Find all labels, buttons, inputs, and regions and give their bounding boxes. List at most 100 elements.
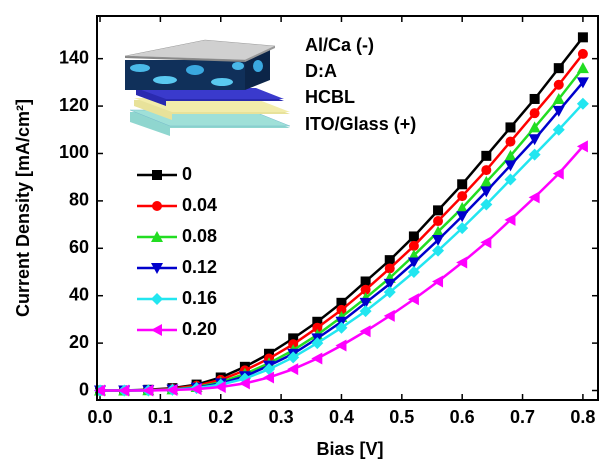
y-tick-label: 60 — [69, 237, 89, 257]
marker — [576, 62, 589, 74]
marker — [383, 286, 396, 299]
marker — [118, 384, 130, 397]
marker — [553, 79, 564, 90]
marker — [360, 284, 371, 295]
marker — [576, 140, 588, 153]
marker — [456, 222, 469, 235]
marker — [456, 211, 469, 223]
marker — [480, 198, 493, 211]
marker — [552, 167, 564, 180]
marker — [505, 136, 516, 147]
marker — [190, 383, 202, 396]
legend-marker — [151, 263, 163, 274]
plot-frame — [96, 15, 599, 401]
legend-label: 0.20 — [182, 319, 217, 339]
legend-marker — [152, 170, 162, 180]
marker — [360, 276, 371, 287]
y-tick-label: 100 — [59, 142, 89, 162]
marker — [263, 371, 275, 384]
marker — [577, 48, 588, 59]
marker — [504, 173, 517, 186]
legend-label: 0.12 — [182, 257, 217, 277]
y-tick-label: 40 — [69, 284, 89, 304]
marker — [457, 191, 468, 202]
marker — [166, 384, 178, 397]
marker — [432, 225, 445, 237]
marker — [528, 121, 541, 133]
marker — [359, 305, 372, 318]
x-tick-label: 0.1 — [148, 407, 173, 427]
annotation: D:A — [305, 61, 337, 81]
y-tick-label: 0 — [79, 379, 89, 399]
marker — [504, 213, 516, 226]
marker — [335, 339, 347, 352]
marker — [433, 205, 444, 216]
marker — [457, 179, 468, 190]
legend-marker — [151, 231, 163, 242]
y-axis-title: Current Density [mA/cm²] — [13, 99, 33, 317]
marker — [287, 363, 299, 376]
marker — [383, 278, 396, 290]
marker — [481, 150, 492, 161]
marker — [576, 77, 589, 89]
marker — [432, 235, 445, 246]
marker — [456, 202, 469, 213]
y-tick-label: 80 — [69, 190, 89, 210]
marker — [407, 293, 419, 306]
legend-label: 0.08 — [182, 226, 217, 246]
x-tick-label: 0.8 — [570, 407, 595, 427]
marker — [336, 297, 347, 308]
marker — [480, 175, 493, 187]
annotation: HCBL — [305, 87, 355, 107]
marker — [529, 108, 540, 119]
x-axis-title: Bias [V] — [316, 439, 383, 459]
marker — [312, 322, 323, 333]
marker — [504, 149, 517, 161]
marker — [408, 231, 419, 242]
marker — [433, 216, 444, 227]
marker — [528, 191, 540, 204]
marker — [311, 337, 324, 350]
marker — [238, 377, 250, 390]
marker — [288, 333, 299, 344]
marker — [553, 63, 564, 74]
legend-marker — [151, 293, 163, 305]
marker — [456, 256, 468, 269]
marker — [312, 316, 323, 327]
marker — [311, 352, 323, 365]
marker — [336, 304, 347, 315]
marker — [481, 165, 492, 176]
marker — [94, 384, 106, 397]
y-tick-label: 20 — [69, 332, 89, 352]
legend-marker — [151, 324, 162, 336]
device-illustration — [124, 39, 291, 136]
y-tick-label: 140 — [59, 47, 89, 67]
x-tick-label: 0.6 — [450, 407, 475, 427]
legend-label: 0.04 — [182, 195, 217, 215]
marker — [359, 325, 371, 338]
marker — [384, 255, 395, 266]
marker — [552, 92, 565, 104]
x-tick-label: 0.5 — [389, 407, 414, 427]
marker — [576, 97, 589, 110]
marker — [407, 257, 420, 269]
marker — [432, 275, 444, 288]
annotation: ITO/Glass (+) — [305, 114, 416, 134]
annotation: Al/Ca (-) — [305, 35, 374, 55]
marker — [432, 244, 445, 257]
x-tick-label: 0.7 — [510, 407, 535, 427]
marker — [528, 148, 541, 161]
marker — [577, 32, 588, 43]
marker — [359, 297, 372, 309]
marker — [528, 134, 541, 146]
marker — [142, 384, 154, 397]
marker — [287, 351, 300, 364]
marker — [383, 309, 395, 322]
legend-marker — [152, 201, 162, 211]
y-tick-label: 120 — [59, 95, 89, 115]
x-tick-label: 0.0 — [88, 407, 113, 427]
marker — [384, 263, 395, 274]
marker — [552, 105, 565, 117]
x-tick-label: 0.4 — [329, 407, 354, 427]
